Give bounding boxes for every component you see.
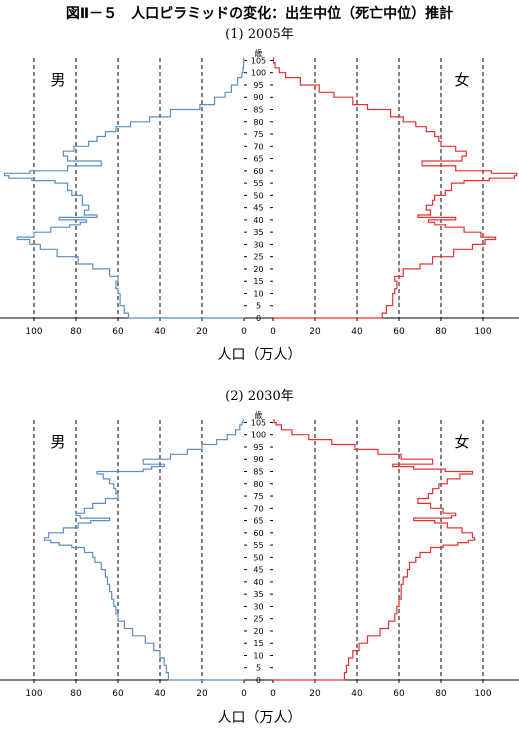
chart-1-female-label: 女 <box>454 71 469 89</box>
chart-2-right-xtick-label-0: 0 <box>270 689 276 699</box>
chart-1-age-tick-label-100: 100 <box>251 69 266 78</box>
chart-2-age-tick-label-55: 55 <box>253 541 263 550</box>
chart-2-female-series <box>273 419 476 681</box>
chart-2-right-xtick-label-40: 40 <box>351 689 363 699</box>
chart-1-subtitle: (1) 2005年 <box>225 27 294 42</box>
chart-2-subtitle: (2) 2030年 <box>225 389 294 404</box>
chart-2-age-tick-label-20: 20 <box>253 627 263 636</box>
chart-1-left-xtick-label-0: 0 <box>241 327 247 337</box>
chart-2-age-tick-label-80: 80 <box>253 480 263 489</box>
chart-1-age-tick-label-90: 90 <box>253 93 263 102</box>
chart-2-male-series <box>43 419 244 681</box>
chart-2-right-xtick-label-20: 20 <box>309 689 321 699</box>
chart-1-age-tick-label-50: 50 <box>253 191 263 200</box>
chart-2-age-tick-label-0: 0 <box>256 676 261 685</box>
chart-1-age-tick-label-65: 65 <box>253 155 263 164</box>
chart-1-left-xtick-label-60: 60 <box>112 327 124 337</box>
chart-2-right-xtick-label-80: 80 <box>435 689 447 699</box>
chart-1-age-tick-label-85: 85 <box>253 106 263 115</box>
chart-1-age-tick-label-15: 15 <box>253 277 263 286</box>
chart-1-male-series <box>3 57 245 319</box>
chart-1-age-tick-label-60: 60 <box>253 167 263 176</box>
chart-1-age-tick-label-80: 80 <box>253 118 263 127</box>
chart-1-left-xtick-label-40: 40 <box>154 327 166 337</box>
chart-1-age-tick-label-20: 20 <box>253 265 263 274</box>
chart-2-age-tick-label-5: 5 <box>256 664 261 673</box>
chart-1-age-tick-label-25: 25 <box>253 253 263 262</box>
chart-1-age-tick-label-55: 55 <box>253 179 263 188</box>
chart-2-xlabel: 人口（万人） <box>217 710 302 726</box>
chart-2-right-xtick-label-100: 100 <box>474 689 491 699</box>
chart-1-male-label: 男 <box>50 71 65 89</box>
chart-1-age-tick-label-75: 75 <box>253 130 263 139</box>
chart-1-age-tick-label-105: 105 <box>251 56 266 65</box>
chart-2-age-tick-label-10: 10 <box>253 651 263 660</box>
chart-2-age-tick-label-95: 95 <box>253 443 263 452</box>
chart-1-right-xtick-label-40: 40 <box>351 327 363 337</box>
chart-2-left-xtick-label-0: 0 <box>241 689 247 699</box>
chart-2-age-tick-label-85: 85 <box>253 468 263 477</box>
chart-1-right-xtick-label-100: 100 <box>474 327 491 337</box>
chart-1-xlabel: 人口（万人） <box>217 347 302 363</box>
chart-2-left-xtick-label-60: 60 <box>112 689 124 699</box>
chart-1-right-xtick-label-0: 0 <box>270 327 276 337</box>
chart-1-right-xtick-label-60: 60 <box>393 327 405 337</box>
chart-1-right-xtick-label-20: 20 <box>309 327 321 337</box>
chart-1-age-tick-label-30: 30 <box>253 240 263 249</box>
chart-2-male-label: 男 <box>50 433 65 451</box>
chart-1-age-tick-label-10: 10 <box>253 289 263 298</box>
chart-1-age-tick-label-95: 95 <box>253 81 263 90</box>
chart-1-age-tick-label-40: 40 <box>253 216 263 225</box>
chart-2-female-label: 女 <box>454 433 469 451</box>
chart-1-age-tick-label-35: 35 <box>253 228 263 237</box>
figure-title: 図Ⅱ－５ 人口ピラミッドの変化：出生中位（死亡中位）推計 <box>65 6 454 22</box>
chart-1-age-tick-label-0: 0 <box>256 314 261 323</box>
chart-1-age-tick-label-45: 45 <box>253 204 263 213</box>
chart-1-age-tick-label-5: 5 <box>256 302 261 311</box>
chart-2-age-tick-label-105: 105 <box>251 418 266 427</box>
chart-1-right-xtick-label-80: 80 <box>435 327 447 337</box>
chart-2-left-xtick-label-80: 80 <box>70 689 82 699</box>
chart-2-age-tick-label-35: 35 <box>253 590 263 599</box>
chart-2-age-tick-label-60: 60 <box>253 529 263 538</box>
chart-2-age-tick-label-65: 65 <box>253 517 263 526</box>
chart-2-left-xtick-label-100: 100 <box>25 689 42 699</box>
chart-1-age-tick-label-70: 70 <box>253 142 263 151</box>
chart-1-female-series <box>273 57 518 319</box>
chart-2-left-xtick-label-40: 40 <box>154 689 166 699</box>
chart-2-age-tick-label-45: 45 <box>253 566 263 575</box>
chart-2-age-axis-label: 歳 <box>255 410 263 420</box>
chart-2-age-tick-label-50: 50 <box>253 553 263 562</box>
chart-2-age-tick-label-75: 75 <box>253 492 263 501</box>
chart-2-age-tick-label-100: 100 <box>251 431 266 440</box>
chart-1-age-axis-label: 歳 <box>255 48 263 58</box>
chart-2-age-tick-label-40: 40 <box>253 578 263 587</box>
chart-2-age-tick-label-70: 70 <box>253 504 263 513</box>
chart-1-left-xtick-label-20: 20 <box>196 327 208 337</box>
chart-2-age-tick-label-30: 30 <box>253 602 263 611</box>
chart-2-left-xtick-label-20: 20 <box>196 689 208 699</box>
chart-2-age-tick-label-15: 15 <box>253 639 263 648</box>
chart-2-age-tick-label-90: 90 <box>253 455 263 464</box>
chart-1-left-xtick-label-100: 100 <box>25 327 42 337</box>
chart-1-left-xtick-label-80: 80 <box>70 327 82 337</box>
chart-2-age-tick-label-25: 25 <box>253 615 263 624</box>
chart-2-right-xtick-label-60: 60 <box>393 689 405 699</box>
